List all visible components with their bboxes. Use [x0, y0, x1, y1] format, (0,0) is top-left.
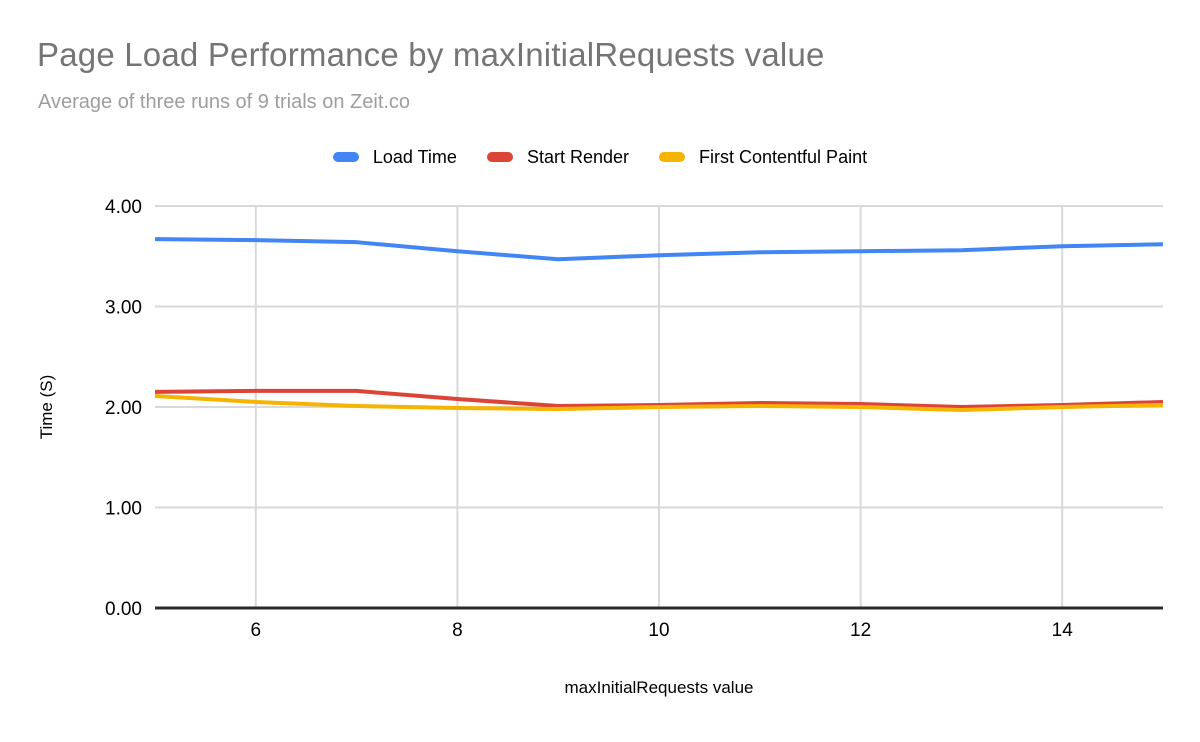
x-axis-title: maxInitialRequests value — [564, 678, 754, 697]
series-line-start-render — [154, 388, 1164, 409]
x-tick-label-12: 12 — [850, 620, 871, 641]
y-tick-label-1.00: 1.00 — [105, 499, 142, 520]
y-tick-label-2.00: 2.00 — [105, 398, 142, 419]
legend-label-first-contentful-paint: First Contentful Paint — [699, 146, 868, 167]
legend-swatch-load-time-icon — [332, 152, 359, 162]
y-axis-title: Time (S) — [37, 374, 56, 440]
x-tick-label-8: 8 — [452, 620, 463, 641]
legend-swatch-start-render-icon — [486, 152, 513, 162]
chart-title: Page Load Performance by maxInitialReque… — [37, 36, 825, 73]
legend-label-start-render: Start Render — [526, 146, 630, 167]
series-line-load-time — [154, 237, 1164, 262]
y-tick-label-4.00: 4.00 — [105, 197, 142, 218]
legend-item-load-time: Load Time — [332, 146, 457, 168]
series-line-first-contentful-paint — [154, 393, 1164, 413]
chart-legend: Load Time Start Render First Contentful Pa… — [0, 144, 1200, 170]
y-tick-label-0.00: 0.00 — [105, 599, 142, 620]
y-tick-label-3.00: 3.00 — [105, 298, 142, 319]
x-tick-label-6: 6 — [251, 620, 262, 641]
legend-label-load-time: Load Time — [372, 146, 457, 167]
x-tick-label-14: 14 — [1052, 620, 1074, 641]
legend-item-start-render: Start Render — [486, 146, 630, 168]
legend-item-first-contentful-paint: First Contentful Paint — [659, 147, 867, 168]
legend-swatch-first-contentful-paint-icon — [659, 152, 686, 162]
chart-subtitle: Average of three runs of 9 trials on Zei… — [38, 91, 411, 113]
x-tick-label-10: 10 — [648, 620, 669, 641]
